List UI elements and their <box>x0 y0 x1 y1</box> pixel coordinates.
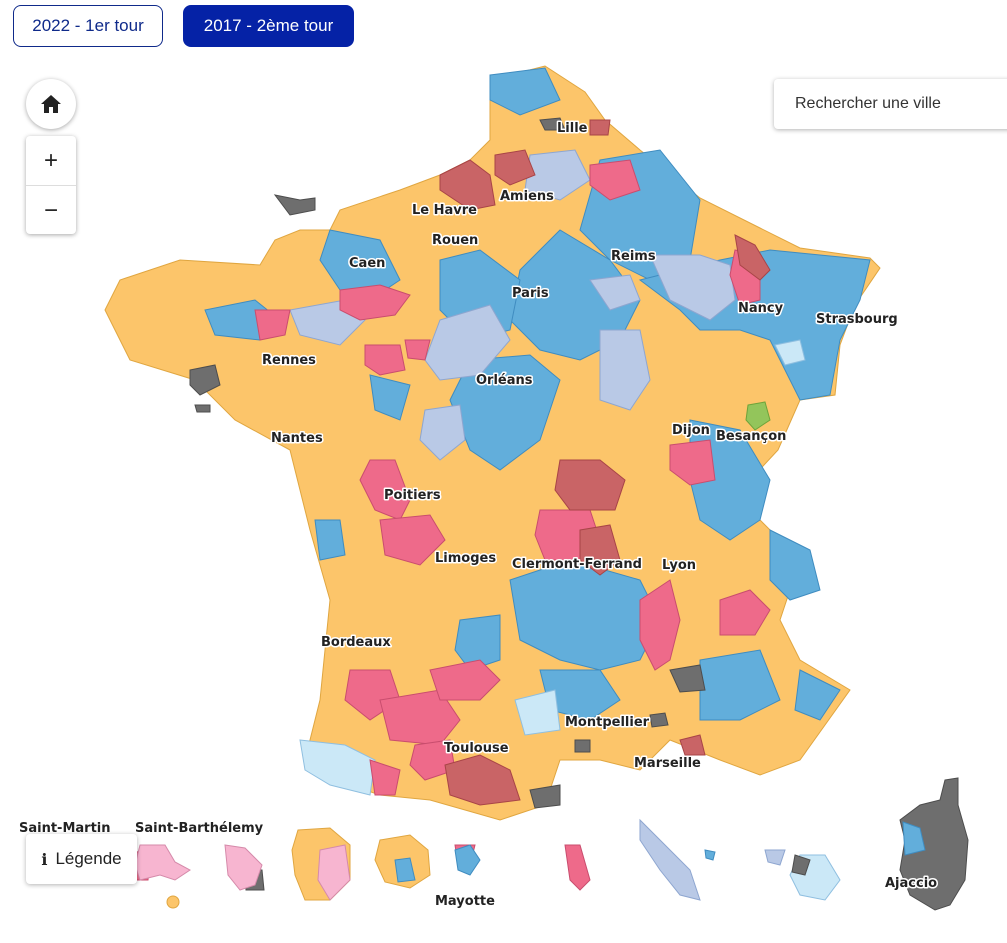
city-label-bordeaux: Bordeaux <box>321 635 391 650</box>
territory-label-saint-martin: Saint-Martin <box>19 821 111 836</box>
city-label-poitiers: Poitiers <box>384 488 441 503</box>
city-label-rennes: Rennes <box>262 353 316 368</box>
city-label-nantes: Nantes <box>271 431 323 446</box>
city-label-reims: Reims <box>611 249 656 264</box>
overseas-territories <box>134 827 716 909</box>
city-label-dijon: Dijon <box>672 423 710 438</box>
regions-paleblue <box>299 339 841 901</box>
city-label-caen: Caen <box>349 256 385 271</box>
city-label-rouen: Rouen <box>432 233 478 248</box>
region-green <box>745 401 771 431</box>
territory-label-mayotte: Mayotte <box>435 894 495 909</box>
zoom-controls: + − <box>26 136 76 234</box>
regions-lightblue <box>289 149 786 901</box>
city-label-besancon: Besançon <box>716 429 786 444</box>
home-icon <box>41 95 61 113</box>
city-label-montpellier: Montpellier <box>565 715 650 730</box>
territory-labels: Saint-Martin Saint-Barthélemy Mayotte <box>19 821 495 909</box>
city-label-toulouse: Toulouse <box>444 741 509 756</box>
city-label-paris: Paris <box>512 286 549 301</box>
info-icon: i <box>41 849 48 869</box>
city-label-le-havre: Le Havre <box>412 203 477 218</box>
search-input[interactable] <box>793 94 997 114</box>
city-label-lyon: Lyon <box>662 558 696 573</box>
city-label-marseille: Marseille <box>634 756 701 771</box>
legend-button[interactable]: i Légende <box>26 834 137 884</box>
city-label-clermont-ferrand: Clermont-Ferrand <box>512 557 642 572</box>
city-label-strasbourg: Strasbourg <box>816 312 898 327</box>
city-label-limoges: Limoges <box>435 551 496 566</box>
city-labels: Lille Amiens Le Havre Rouen Caen Reims P… <box>261 120 939 893</box>
territory-label-saint-barthelemy: Saint-Barthélemy <box>135 821 264 836</box>
home-button[interactable] <box>26 79 76 129</box>
zoom-in-button[interactable]: + <box>43 146 58 174</box>
zoom-out-button[interactable]: − <box>26 185 76 235</box>
city-label-nancy: Nancy <box>738 301 784 316</box>
city-label-orleans: Orléans <box>476 373 533 388</box>
city-label-lille: Lille <box>557 121 588 136</box>
city-label-ajaccio: Ajaccio <box>885 876 937 891</box>
legend-label: Légende <box>55 849 122 868</box>
corsica[interactable] <box>899 777 969 911</box>
search-box <box>774 79 1007 129</box>
tab-2017-2eme-tour[interactable]: 2017 - 2ème tour <box>183 5 354 47</box>
regions-darkred <box>439 119 771 806</box>
city-label-amiens: Amiens <box>500 189 554 204</box>
tab-2022-1er-tour[interactable]: 2022 - 1er tour <box>13 5 163 47</box>
